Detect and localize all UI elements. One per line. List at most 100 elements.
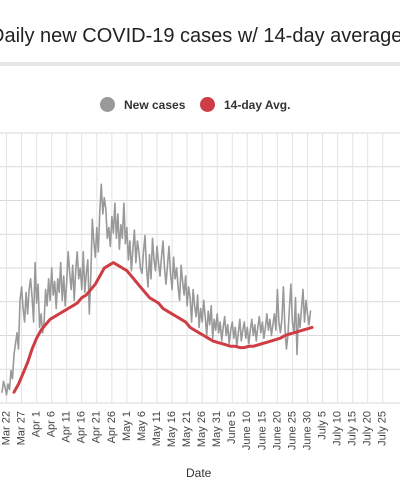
x-tick-label: Mar 27 [15, 411, 27, 445]
data-point-new-cases [21, 286, 23, 288]
data-point-new-cases [27, 313, 29, 315]
data-point-new-cases [37, 283, 39, 285]
data-point-14-day-avg [270, 340, 272, 342]
data-point-14-day-avg [257, 344, 259, 346]
data-point-new-cases [16, 332, 18, 334]
data-point-new-cases [297, 313, 300, 315]
data-point-14-day-avg [121, 267, 123, 269]
data-point-new-cases [221, 340, 223, 342]
data-point-new-cases [129, 240, 131, 242]
legend-item-new-cases[interactable]: New cases [100, 97, 185, 112]
data-point-new-cases [260, 332, 262, 334]
data-point-new-cases [42, 332, 44, 334]
x-axis-title: Date [186, 466, 212, 480]
data-point-new-cases [237, 332, 239, 334]
data-point-14-day-avg [22, 372, 24, 374]
data-point-new-cases [212, 337, 214, 339]
data-point-new-cases [239, 318, 241, 320]
data-point-new-cases [240, 340, 242, 342]
data-point-14-day-avg [216, 341, 218, 343]
data-point-new-cases [249, 329, 251, 331]
legend-item-14-day-avg[interactable]: 14-day Avg. [200, 97, 290, 112]
data-point-14-day-avg [288, 333, 290, 335]
data-point-new-cases [154, 270, 157, 272]
data-point-new-cases [105, 208, 107, 210]
data-point-new-cases [168, 245, 170, 247]
x-tick-label: June 30 [301, 411, 313, 450]
data-point-14-day-avg [180, 318, 182, 320]
data-point-new-cases [144, 235, 146, 237]
data-point-new-cases [166, 264, 169, 266]
data-point-new-cases [216, 313, 218, 315]
data-point-new-cases [99, 210, 101, 212]
data-point-14-day-avg [49, 318, 51, 320]
data-point-new-cases [183, 294, 185, 296]
data-point-new-cases [73, 299, 75, 301]
data-point-14-day-avg [76, 302, 78, 304]
data-point-14-day-avg [243, 347, 245, 349]
data-point-new-cases [275, 329, 277, 331]
data-point-new-cases [51, 267, 53, 269]
data-point-new-cases [150, 278, 152, 280]
data-point-new-cases [163, 267, 166, 269]
x-tick-label: May 31 [211, 411, 223, 447]
legend-label-14-day-avg: 14-day Avg. [224, 97, 291, 112]
data-point-new-cases [173, 256, 175, 258]
data-point-new-cases [210, 305, 212, 307]
data-point-14-day-avg [284, 334, 286, 337]
data-point-new-cases [5, 394, 8, 396]
data-point-new-cases [112, 232, 114, 234]
data-point-new-cases [242, 329, 244, 331]
data-point-new-cases [72, 264, 74, 266]
data-point-new-cases [145, 267, 148, 269]
legend-marker-14-day-avg [200, 97, 215, 112]
data-point-14-day-avg [302, 329, 304, 331]
data-point-14-day-avg [297, 330, 300, 332]
data-point-14-day-avg [171, 313, 173, 315]
data-point-new-cases [93, 240, 95, 242]
data-point-new-cases [153, 259, 155, 261]
data-point-new-cases [285, 348, 287, 350]
data-point-14-day-avg [234, 345, 236, 347]
data-point-new-cases [300, 307, 303, 310]
data-point-new-cases [230, 329, 232, 331]
x-tick-label: Apr 21 [91, 411, 103, 443]
data-point-new-cases [103, 197, 105, 199]
data-point-14-day-avg [194, 329, 196, 331]
data-point-new-cases [76, 251, 78, 253]
data-point-14-day-avg [212, 340, 214, 342]
data-point-new-cases [151, 237, 154, 239]
data-point-new-cases [118, 248, 120, 250]
data-point-14-day-avg [31, 348, 33, 350]
x-tick-label: Mar 22 [0, 411, 12, 445]
data-point-new-cases [43, 321, 45, 323]
data-point-new-cases [288, 307, 290, 310]
data-point-new-cases [272, 324, 274, 326]
data-point-new-cases [148, 253, 151, 256]
data-point-new-cases [126, 226, 128, 229]
data-point-14-day-avg [94, 283, 96, 285]
data-point-new-cases [156, 245, 158, 247]
data-point-new-cases [123, 202, 125, 204]
x-tick-label: May 21 [181, 411, 193, 447]
data-point-new-cases [305, 299, 307, 301]
data-point-new-cases [85, 272, 87, 274]
data-point-new-cases [17, 348, 20, 350]
data-point-new-cases [254, 324, 256, 326]
x-tick-label: Apr 11 [61, 411, 73, 443]
data-point-new-cases [234, 326, 236, 328]
data-point-14-day-avg [153, 299, 155, 301]
data-point-new-cases [120, 224, 122, 226]
data-point-new-cases [117, 213, 119, 215]
x-tick-label: May 11 [151, 411, 163, 446]
data-point-new-cases [90, 275, 92, 277]
x-tick-label: June 10 [241, 411, 253, 450]
data-point-new-cases [213, 318, 215, 320]
data-point-14-day-avg [103, 267, 105, 269]
legend-marker-new-cases [100, 97, 115, 112]
x-tick-label: July 15 [347, 411, 359, 446]
data-point-new-cases [157, 262, 160, 264]
chart-title: Daily new COVID-19 cases w/ 14-day avera… [0, 25, 400, 47]
data-point-new-cases [52, 294, 54, 296]
data-point-new-cases [96, 226, 98, 229]
